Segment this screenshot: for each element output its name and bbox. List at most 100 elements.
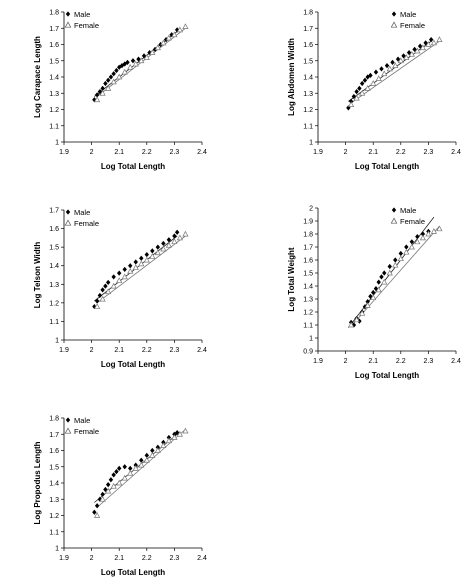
- female-data-point: [370, 294, 377, 301]
- x-tick-label: 2.3: [170, 149, 180, 156]
- female-data-point: [132, 60, 139, 67]
- y-tick-label: 1.1: [49, 319, 59, 326]
- y-tick-label: 1.8: [49, 416, 59, 423]
- female-data-point: [149, 253, 156, 259]
- male-data-point: [111, 472, 116, 478]
- male-data-point: [384, 63, 390, 69]
- female-data-point: [182, 230, 189, 237]
- legend-label-female: Female: [74, 219, 99, 228]
- male-data-point: [108, 74, 114, 80]
- female-data-point: [176, 234, 184, 241]
- female-data-point: [348, 101, 355, 107]
- x-tick-label: 2: [344, 149, 348, 156]
- female-data-point: [110, 78, 117, 85]
- y-tick-label: 1.6: [303, 42, 313, 49]
- female-data-point: [99, 89, 106, 96]
- female-data-point: [359, 89, 366, 96]
- x-tick-label: 2: [90, 347, 94, 354]
- female-data-point: [408, 50, 415, 57]
- male-data-point: [362, 77, 368, 83]
- x-tick-label: 2.1: [368, 358, 378, 365]
- male-data-point: [368, 72, 373, 78]
- female-data-point: [116, 479, 123, 486]
- male-data-point: [354, 89, 359, 95]
- male-data-point: [128, 263, 133, 269]
- y-axis-title: Log Abdomen Width: [287, 38, 296, 116]
- female-data-point: [149, 452, 156, 458]
- x-axis-title: Log Total Length: [101, 568, 165, 577]
- y-tick-label: 1.7: [303, 245, 313, 252]
- x-tick-label: 2.2: [396, 358, 406, 365]
- female-data-point: [154, 249, 161, 256]
- y-tick-label: 1: [55, 338, 59, 345]
- male-data-point: [94, 298, 100, 304]
- x-tick-label: 1.9: [313, 149, 323, 156]
- legend-label-male: Male: [74, 208, 90, 217]
- male-data-point: [357, 85, 362, 91]
- male-data-point: [111, 71, 116, 77]
- legend-male-marker: [65, 209, 71, 215]
- male-data-point: [412, 46, 417, 52]
- x-tick-label: 2.4: [451, 149, 461, 156]
- male-data-point: [97, 89, 103, 95]
- female-data-point: [127, 267, 134, 274]
- legend-male-marker: [391, 207, 397, 213]
- female-data-point: [364, 302, 371, 308]
- female-data-point: [403, 248, 410, 255]
- female-data-point: [364, 85, 371, 91]
- male-data-point: [409, 239, 415, 245]
- female-data-point: [353, 316, 360, 323]
- female-data-point: [430, 39, 438, 46]
- male-data-point: [105, 279, 111, 286]
- female-data-point: [414, 47, 421, 54]
- female-data-point: [110, 482, 117, 489]
- male-data-point: [100, 85, 105, 91]
- female-data-point: [105, 487, 112, 494]
- chart-panel-1: 1.9 2 2.1 2.2 2.3 2.4 1 1.1 1.2 1.3 1.4 1.5 1.6 1.7 1.…: [33, 10, 207, 172]
- y-axis-title: Log Propodus Length: [33, 441, 42, 524]
- female-data-point: [138, 461, 145, 468]
- female-data-point: [419, 234, 426, 241]
- x-axis-title: Log Total Length: [101, 360, 165, 369]
- x-tick-label: 2.4: [197, 555, 207, 562]
- male-data-point: [398, 250, 403, 257]
- female-data-point: [138, 57, 145, 64]
- y-tick-label: 1.1: [49, 123, 59, 130]
- male-data-point: [114, 67, 119, 74]
- female-data-point: [176, 26, 184, 33]
- fit-line-female: [96, 429, 186, 508]
- legend-male-marker: [65, 417, 71, 423]
- male-data-point: [379, 66, 384, 72]
- y-tick-label: 1.4: [49, 75, 59, 82]
- female-data-point: [127, 469, 134, 476]
- female-data-point: [436, 225, 443, 232]
- female-data-point: [182, 427, 189, 434]
- y-tick-label: 1.6: [303, 258, 313, 265]
- y-tick-label: 1.3: [49, 91, 59, 98]
- y-tick-label: 1: [309, 140, 313, 147]
- male-data-point: [346, 105, 351, 111]
- female-data-point: [116, 277, 123, 283]
- y-tick-label: 1.5: [49, 245, 59, 252]
- y-tick-label: 1.3: [49, 282, 59, 289]
- x-tick-label: 2: [90, 555, 94, 562]
- female-data-point: [165, 437, 172, 444]
- female-data-point: [359, 309, 366, 316]
- x-tick-label: 2.3: [424, 149, 434, 156]
- y-tick-label: 1.5: [303, 58, 313, 65]
- y-tick-label: 1: [55, 140, 59, 147]
- y-axis-title: Log Total Weight: [287, 247, 296, 311]
- male-data-point: [415, 234, 420, 240]
- female-data-point: [143, 54, 150, 60]
- male-data-point: [406, 50, 412, 56]
- female-data-point: [386, 269, 393, 276]
- female-data-point: [348, 321, 355, 328]
- female-data-point: [160, 442, 167, 448]
- legend-female-marker: [64, 427, 72, 434]
- female-data-point: [121, 474, 128, 481]
- male-data-point: [371, 289, 376, 296]
- female-data-point: [171, 434, 178, 440]
- female-data-point: [149, 49, 156, 55]
- y-tick-label: 1.1: [303, 323, 313, 330]
- female-data-point: [121, 273, 128, 280]
